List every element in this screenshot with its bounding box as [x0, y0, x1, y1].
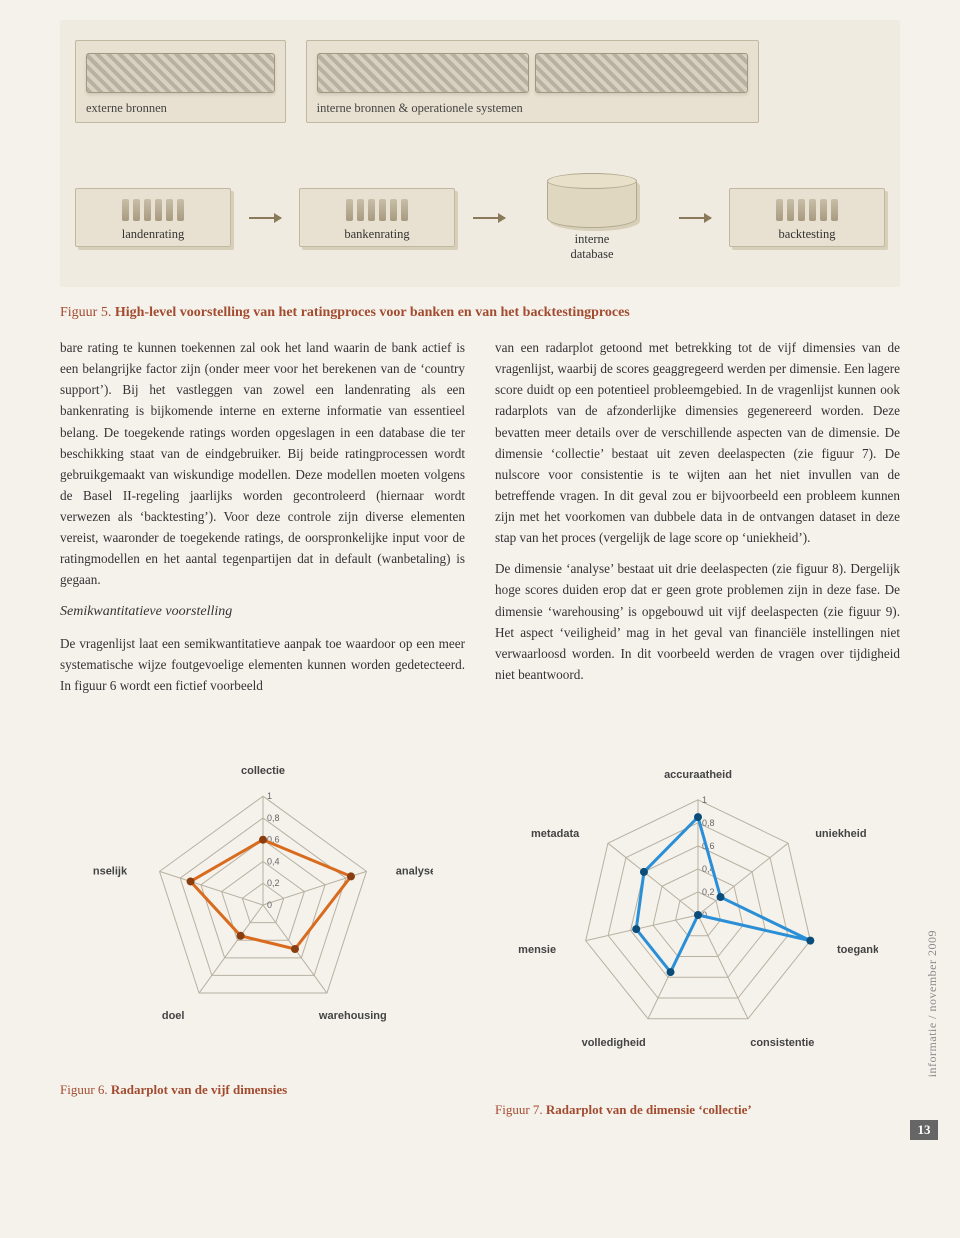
target-database: interne database: [523, 173, 661, 262]
figure6-caption: Figuur 6. Radarplot van de vijf dimensie…: [60, 1082, 465, 1098]
svg-text:toegankelijkheid: toegankelijkheid: [836, 944, 877, 956]
target-label: bankenrating: [344, 227, 409, 241]
source-internal: interne bronnen & operationele systemen: [306, 40, 760, 123]
target-backtesting: backtesting: [729, 188, 885, 247]
svg-text:0,8: 0,8: [267, 813, 280, 823]
caption-bold: High-level voorstelling van het ratingpr…: [115, 305, 630, 320]
target-bankenrating: bankenrating: [299, 188, 455, 247]
svg-text:volledigheid: volledigheid: [581, 1036, 645, 1048]
figure7-caption: Figuur 7. Radarplot van de dimensie ‘col…: [495, 1102, 900, 1118]
pattern-tile: [86, 53, 275, 93]
svg-text:warehousing: warehousing: [317, 1010, 386, 1022]
svg-text:consistentie: consistentie: [750, 1036, 814, 1048]
svg-text:analyse: analyse: [395, 865, 432, 877]
target-label: backtesting: [779, 227, 836, 241]
targets-row: landenrating bankenrating interne databa…: [75, 173, 885, 262]
caption-prefix: Figuur 5.: [60, 305, 115, 320]
pattern-tile: [317, 53, 530, 93]
body-text: bare rating te kunnen toekennen zal ook …: [60, 337, 900, 701]
pattern-tile: [535, 53, 748, 93]
caption-prefix: Figuur 7.: [495, 1102, 546, 1117]
caption-bold: Radarplot van de dimensie ‘collectie’: [546, 1102, 752, 1117]
svg-text:menselijk: menselijk: [93, 865, 128, 877]
sources-row: externe bronnen interne bronnen & operat…: [75, 40, 885, 123]
figure5-caption: Figuur 5. High-level voorstelling van he…: [60, 305, 900, 321]
body-para: De dimensie ‘analyse’ bestaat uit drie d…: [495, 558, 900, 685]
svg-text:tijdsdimensie: tijdsdimensie: [518, 944, 556, 956]
source-external-label: externe bronnen: [86, 101, 275, 116]
db-label-line2: database: [570, 247, 613, 261]
svg-text:0,8: 0,8: [702, 817, 715, 827]
target-landenrating: landenrating: [75, 188, 231, 247]
svg-text:1: 1: [702, 794, 707, 804]
svg-text:1: 1: [267, 791, 272, 801]
arrow-icon: [679, 217, 711, 219]
svg-text:collectie: collectie: [240, 765, 284, 777]
radar7-wrap: accuraatheid uniekheid toegankelijkheid con…: [495, 725, 900, 1118]
svg-text:metadata: metadata: [530, 828, 579, 840]
body-para: van een radarplot getoond met betrekking…: [495, 337, 900, 548]
radar7-chart: accuraatheid uniekheid toegankelijkheid con…: [518, 725, 878, 1085]
mini-bars: [84, 199, 222, 221]
source-external: externe bronnen: [75, 40, 286, 123]
svg-text:0,2: 0,2: [702, 887, 715, 897]
radar-row: collectie analyse warehousing doel menselijk…: [60, 725, 900, 1118]
arrow-icon: [473, 217, 505, 219]
svg-text:0,4: 0,4: [267, 856, 280, 866]
flow-diagram: externe bronnen interne bronnen & operat…: [60, 20, 900, 287]
svg-text:accuraatheid: accuraatheid: [664, 768, 732, 780]
db-label-line1: interne: [575, 232, 610, 246]
side-issue-text: informatie / november 2009: [925, 930, 940, 1077]
svg-text:0: 0: [267, 900, 272, 910]
svg-text:doel: doel: [161, 1010, 184, 1022]
caption-bold: Radarplot van de vijf dimensies: [111, 1082, 287, 1097]
page-number: 13: [910, 1120, 938, 1140]
pattern-tiles: [86, 53, 275, 93]
database-icon: [547, 173, 637, 228]
radar6-wrap: collectie analyse warehousing doel menselijk…: [60, 725, 465, 1098]
arrow-icon: [249, 217, 281, 219]
svg-text:0,2: 0,2: [267, 878, 280, 888]
caption-prefix: Figuur 6.: [60, 1082, 111, 1097]
target-label: landenrating: [122, 227, 184, 241]
body-para: De vragenlijst laat een semikwantitatiev…: [60, 633, 465, 696]
mini-bars: [738, 199, 876, 221]
subheading: Semikwantitatieve voorstelling: [60, 601, 465, 623]
pattern-tiles: [317, 53, 749, 93]
svg-text:uniekheid: uniekheid: [815, 828, 866, 840]
body-para: bare rating te kunnen toekennen zal ook …: [60, 337, 465, 591]
mini-bars: [308, 199, 446, 221]
source-internal-label: interne bronnen & operationele systemen: [317, 101, 749, 116]
radar6-chart: collectie analyse warehousing doel menselijk…: [93, 725, 433, 1065]
